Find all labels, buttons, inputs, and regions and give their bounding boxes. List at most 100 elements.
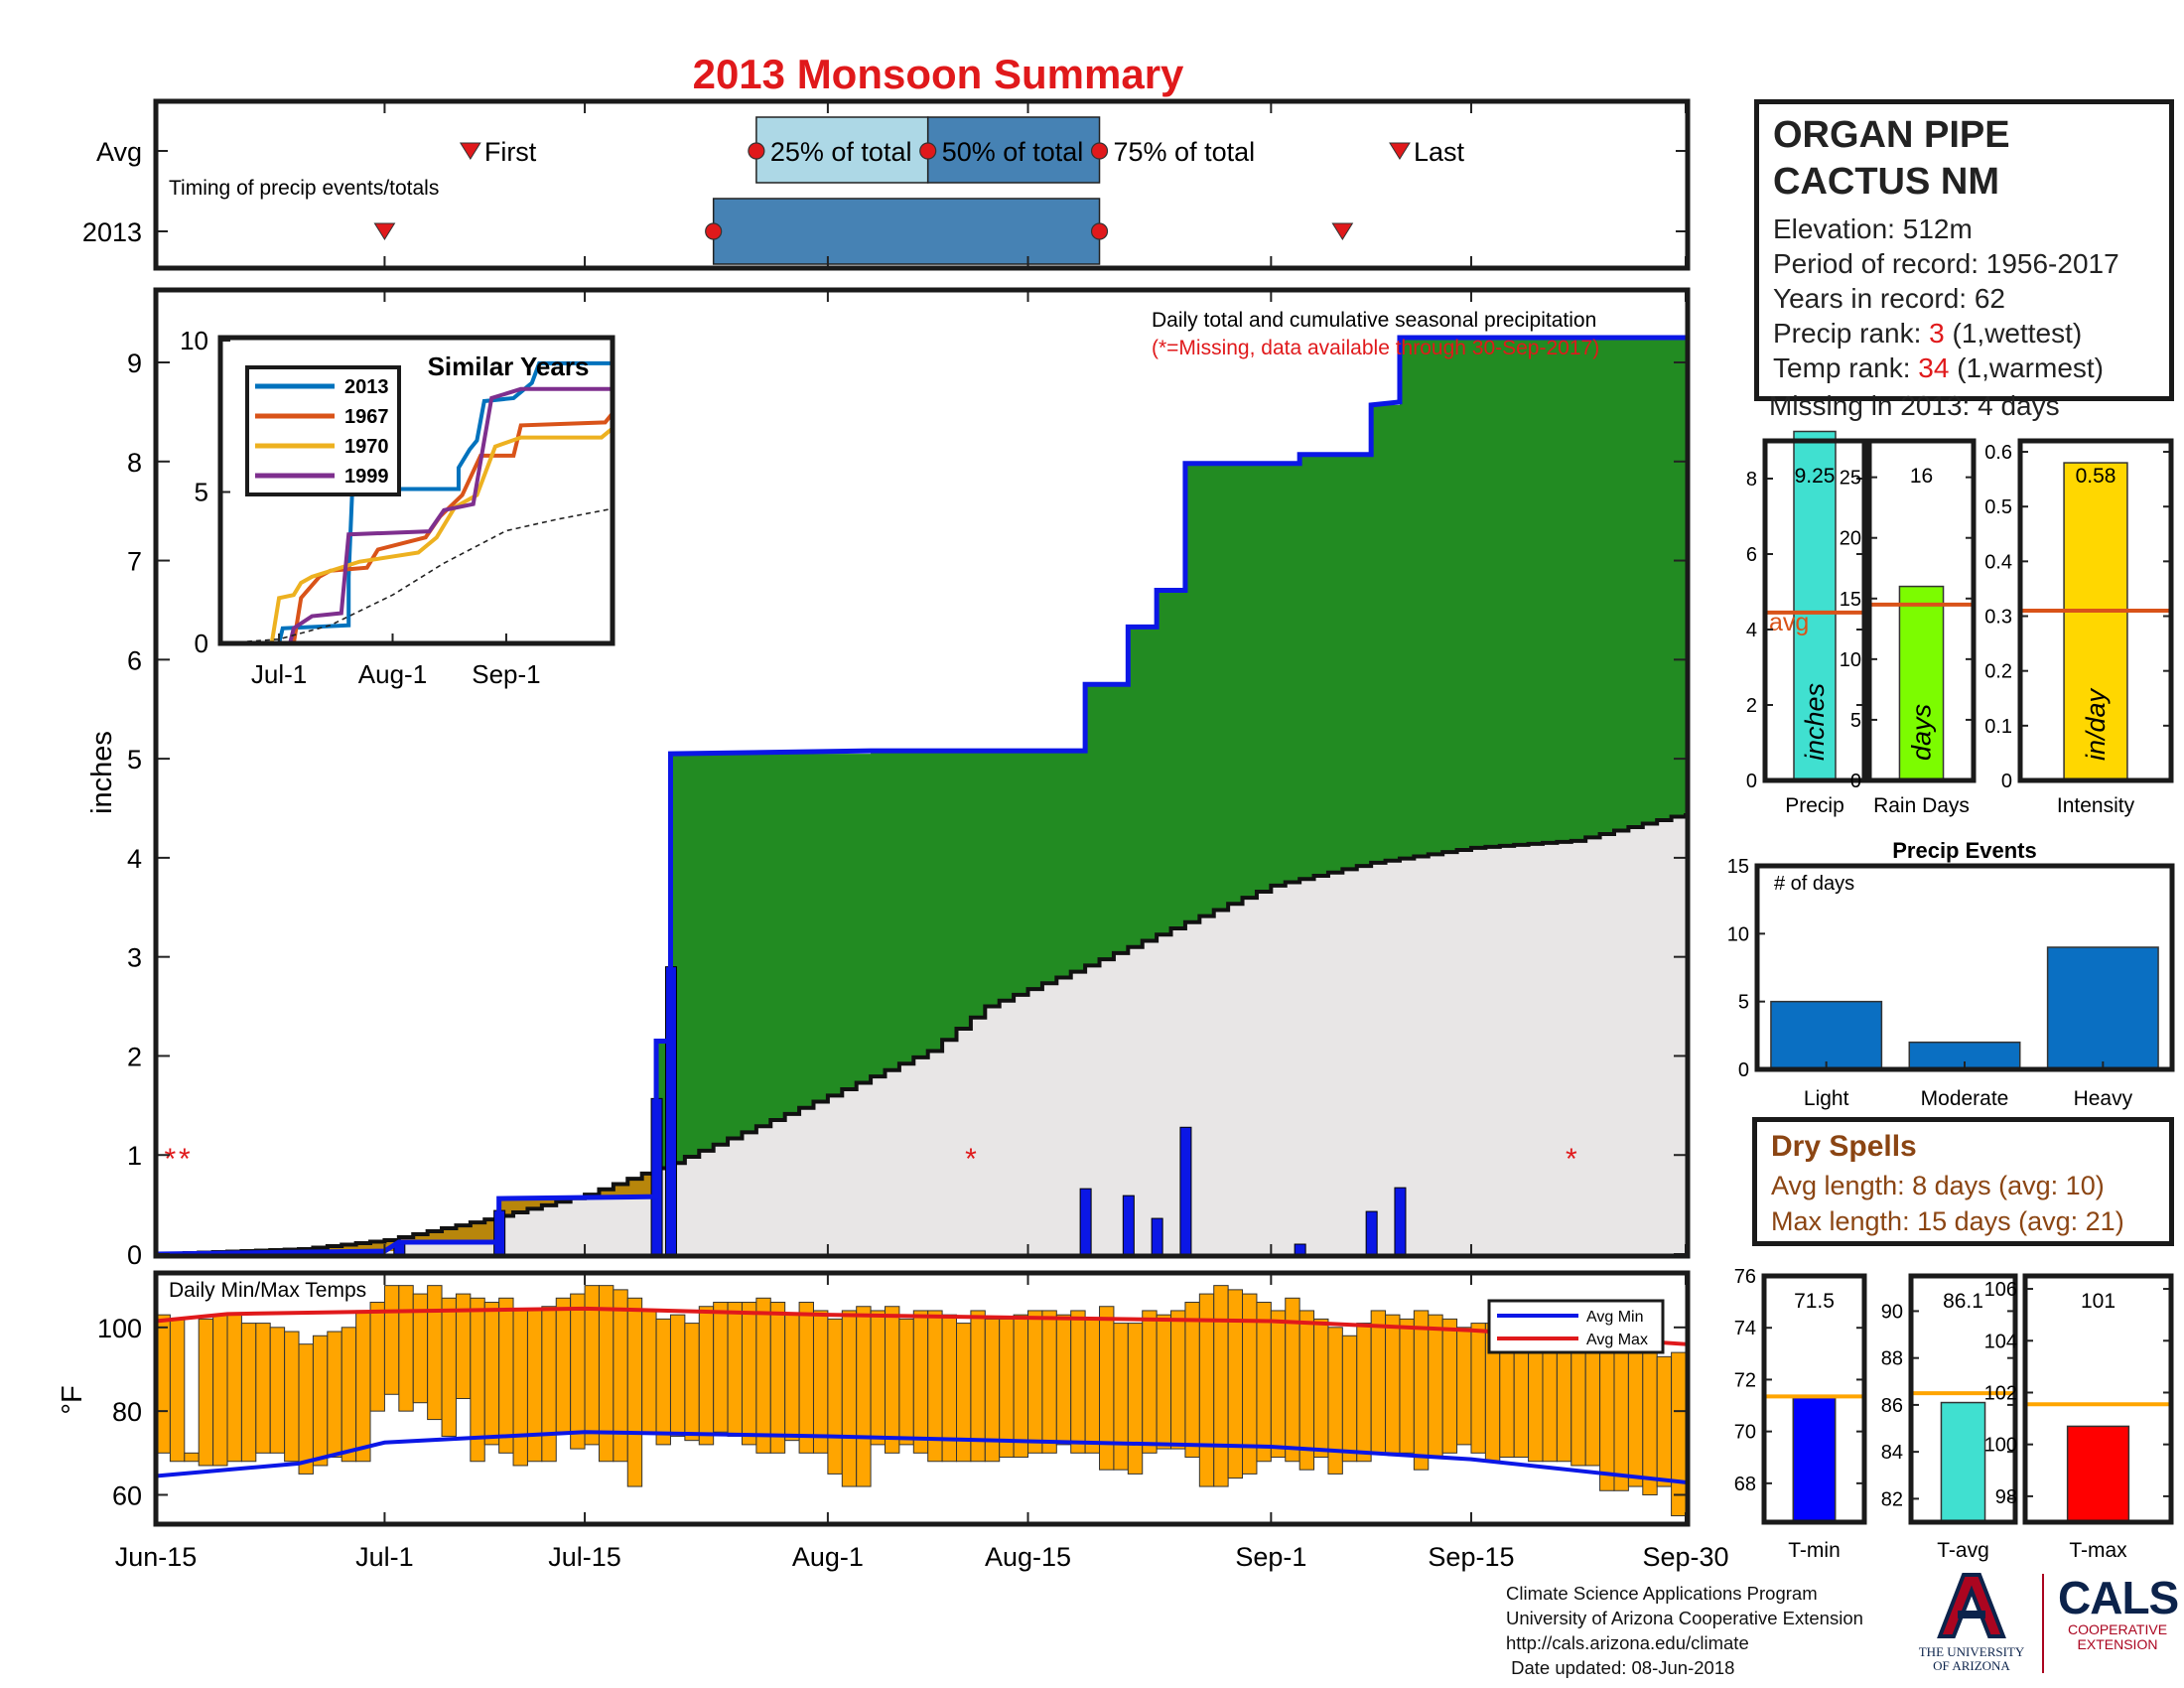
x-tick-label: Sep-1 (1235, 1542, 1306, 1572)
temp-range-bar (483, 1302, 500, 1446)
temp-range-bar (870, 1310, 886, 1446)
temp-range-bar (369, 1302, 385, 1412)
credit-line-2: University of Arizona Cooperative Extens… (1506, 1608, 1863, 1628)
t-max-bar (2066, 1425, 2130, 1523)
x-tick-label: Jul-15 (548, 1542, 621, 1572)
daily-precip-bar (1365, 1210, 1378, 1255)
avg-first-marker (459, 142, 481, 160)
avg-p50-marker (919, 142, 937, 160)
rain-days-value-label: 16 (1910, 465, 1933, 488)
temp-range-bar (1313, 1318, 1329, 1459)
credit-line-3: http://cals.arizona.edu/climate (1506, 1632, 1749, 1653)
temp-range-bar (1127, 1323, 1144, 1475)
temp-range-bar (1198, 1293, 1215, 1487)
temp-range-bar (1399, 1318, 1415, 1454)
main-ytick-label: 4 (127, 844, 142, 874)
main-ylabel: inches (86, 731, 118, 814)
temp-range-bar (1027, 1310, 1043, 1454)
row-label-avg: Avg (96, 137, 142, 167)
events-ytick-label: 5 (1738, 992, 1749, 1014)
average-cumulative-fill (156, 812, 1686, 1254)
temp-range-bar (570, 1293, 586, 1450)
events-xlabel: Heavy (2074, 1087, 2133, 1110)
university-of-arizona-logo: THE UNIVERSITY OF ARIZONA (1916, 1571, 2027, 1673)
t-max-frame (2022, 1273, 2174, 1525)
events-bar-light (1770, 1000, 1883, 1070)
rain-days-unit-label: days (1907, 704, 1937, 761)
temp-range-bar (1456, 1327, 1472, 1446)
ua-text-line-1: THE UNIVERSITY (1918, 1644, 2025, 1659)
cals-sub-2: EXTENSION (2077, 1636, 2158, 1652)
elevation: Elevation: 512m (1773, 213, 1973, 244)
years-in-record: Years in record: 62 (1773, 283, 2005, 314)
temp-range-bar (541, 1306, 557, 1463)
precip-total-value-label: 9.25 (1795, 465, 1836, 488)
temp-range-bar (169, 1318, 186, 1463)
daily-precip-bar (1179, 1126, 1192, 1255)
main-chart-title: Daily total and cumulative seasonal prec… (1152, 309, 1596, 332)
temp-range-bar (298, 1343, 314, 1475)
t-max-ytick-label: 104 (1984, 1331, 2017, 1352)
missing-marker: * (165, 1143, 177, 1176)
inset-legend-label: 2013 (344, 376, 389, 398)
temp-range-bar (698, 1306, 715, 1446)
temp-range-bar (427, 1285, 443, 1421)
inset-legend-label: 1970 (344, 436, 389, 458)
daily-precip-bar (1294, 1243, 1306, 1255)
temp-range-bar (1170, 1310, 1186, 1450)
temp-range-bar (398, 1285, 414, 1412)
precip-total-xlabel: Precip (1785, 794, 1844, 817)
temp-range-bar (1013, 1314, 1029, 1459)
main-ytick-label: 3 (127, 943, 142, 973)
temp-range-bar (1142, 1310, 1158, 1454)
missing-marker: * (1566, 1143, 1577, 1176)
rain-days-ytick-label: 15 (1840, 589, 1861, 611)
intensity-panel: 0.58 in/day 0 0.1 0.2 0.3 0.4 0.5 0.6 Intensity (1984, 438, 2174, 817)
intensity-ytick-label: 0.1 (1984, 716, 2012, 738)
temp-range-bar (284, 1331, 300, 1463)
station-name-line1: ORGAN PIPE (1773, 114, 2010, 156)
temp-range-bar (1184, 1302, 1200, 1459)
x-tick-label: Aug-1 (792, 1542, 864, 1572)
temp-range-bar (1113, 1323, 1129, 1471)
inset-ytick-label: 5 (195, 478, 208, 507)
temp-range-bar (755, 1297, 771, 1454)
temp-range-bar (555, 1297, 572, 1433)
temp-range-bar (269, 1327, 286, 1454)
t-max-value-label: 101 (2081, 1290, 2116, 1313)
events-bar-heavy (2046, 946, 2159, 1070)
precip-total-ytick-label: 4 (1746, 620, 1757, 641)
temp-range-bar (1227, 1289, 1244, 1479)
temp-range-bar (1671, 1351, 1687, 1517)
credit-line-4: Date updated: 08-Jun-2018 (1506, 1657, 1735, 1678)
temps-title: Daily Min/Max Temps (169, 1279, 366, 1302)
rain-days-ytick-label: 0 (1850, 771, 1861, 792)
main-ytick-label: 1 (127, 1141, 142, 1171)
daily-precip-bar (1079, 1188, 1092, 1255)
t-max-panel: 101 98 100 102 104 106 T-max (1984, 1273, 2174, 1562)
temp-range-bar (1156, 1314, 1172, 1450)
temp-range-bar (713, 1302, 729, 1433)
precip-rank: Precip rank: 3 (1,wettest) (1773, 318, 2083, 349)
t-avg-xlabel: T-avg (1937, 1539, 1989, 1562)
t-min-ytick-label: 68 (1734, 1474, 1756, 1495)
main-ytick-label: 2 (127, 1042, 142, 1071)
t-avg-ytick-label: 82 (1881, 1488, 1903, 1510)
daily-temps-panel: 60 80 100 Jun-15 Jul-1 Jul-15 Aug-1 Aug-15 Sep-1… (57, 1270, 1729, 1572)
cals-logo: CALS COOPERATIVE EXTENSION (2058, 1573, 2179, 1652)
precip-total-frame (1762, 438, 1867, 783)
figure-title: 2013 Monsoon Summary (693, 51, 1184, 97)
temp-range-bar (769, 1302, 786, 1454)
precip-total-ytick-label: 2 (1746, 695, 1757, 717)
t-avg-panel: 86.1 82 84 86 88 90 T-avg (1881, 1273, 2018, 1562)
station-info-box: ORGAN PIPE CACTUS NM Elevation: 512m Per… (1754, 99, 2174, 401)
legend-avg-max-label: Avg Max (1586, 1332, 1648, 1348)
t-avg-ytick-label: 88 (1881, 1348, 1903, 1370)
avg-max-line (155, 1306, 1687, 1346)
temps-ytick-label: 100 (97, 1314, 142, 1343)
missing-marker: * (965, 1143, 977, 1176)
precip-events-panel: Light Moderate Heavy 0 5 10 15 Precip Events # o… (1727, 838, 2175, 1110)
temp-range-bar (1656, 1355, 1673, 1487)
rain-days-ytick-label: 10 (1840, 649, 1861, 671)
dry-spells-title: Dry Spells (1771, 1130, 1917, 1163)
